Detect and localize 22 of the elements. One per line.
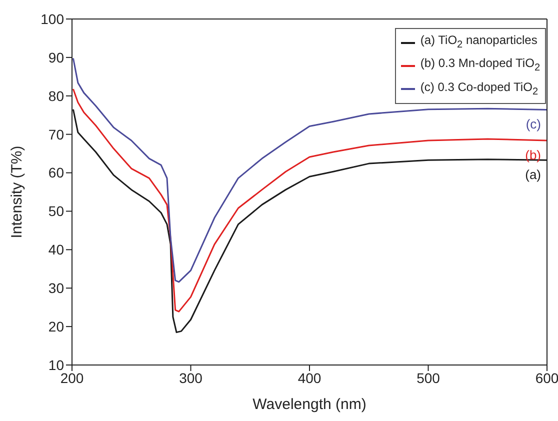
y-tick-label: 30: [48, 280, 64, 296]
annotation: (c): [526, 116, 541, 132]
annotation: (a): [525, 167, 541, 182]
x-axis-title: Wavelength (nm): [252, 396, 366, 413]
legend-label: (b) 0.3 Mn-doped TiO$_{2}$: [420, 55, 540, 76]
y-tick-label: 80: [48, 88, 64, 104]
x-tick-label: 400: [298, 370, 322, 386]
y-tick-label: 90: [48, 49, 64, 66]
y-tick-label: 70: [48, 126, 64, 142]
y-tick-label: 60: [48, 164, 64, 181]
y-tick-label: 40: [48, 242, 64, 258]
annotation: (b): [525, 147, 541, 162]
y-tick-label: 50: [48, 203, 64, 220]
y-axis-title: Intensity (T%): [8, 146, 26, 238]
legend-label: (c) 0.3 Co-doped TiO$_{2}$: [420, 78, 538, 100]
line-series: [72, 57, 547, 283]
x-tick-label: 600: [535, 370, 558, 386]
x-tick-label: 500: [416, 370, 440, 386]
y-tick-label: 100: [40, 10, 64, 27]
x-tick-label: 300: [179, 370, 203, 386]
legend-label: (a) TiO$_{2}$ nanoparticles: [420, 32, 538, 52]
y-tick-label: 20: [48, 318, 64, 335]
